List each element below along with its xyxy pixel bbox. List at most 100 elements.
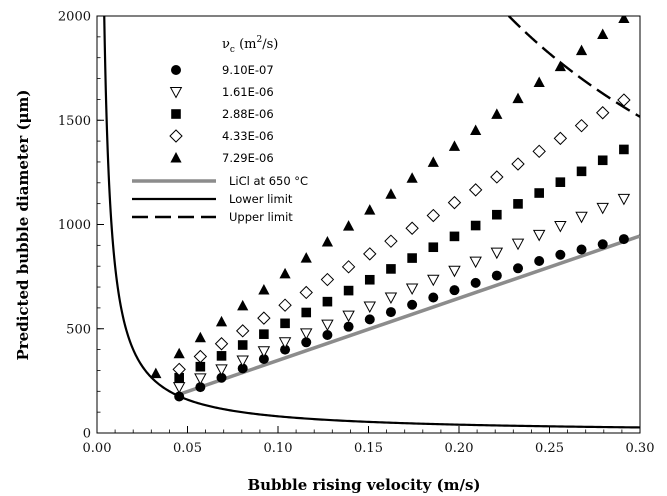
data-point-triangle-up [575,44,588,56]
data-point-diamond-open [384,234,398,248]
legend-marker-triangle-up [170,152,182,163]
data-point-triangle-up [491,108,503,119]
data-point-triangle-down-open [448,265,461,278]
upper-limit-curve [507,16,640,118]
data-point-circle [618,234,629,245]
data-point-square [343,285,354,296]
data-point-triangle-up [427,156,439,167]
data-point-diamond-open [490,170,504,184]
y-tick-label: 1000 [58,218,91,233]
data-point-triangle-up [279,267,291,279]
lower-limit-curve [103,16,640,429]
data-point-triangle-up [194,331,206,343]
data-point-triangle-up [554,60,566,72]
data-point-triangle-up [150,367,162,379]
data-point-circle [237,363,248,374]
data-point-diamond-open [193,349,208,364]
licl-line [181,234,640,396]
x-tick-label: 0.10 [264,441,293,456]
data-point-square [555,177,566,187]
y-tick-label: 2000 [58,10,91,25]
x-tick-label: 0.20 [445,441,474,456]
data-point-triangle-up [300,252,312,263]
x-tick-label: 0.00 [83,441,112,456]
legend-label: 4.33E-06 [222,129,274,143]
data-point-diamond-open [172,362,186,377]
legend-marker-square [171,109,181,119]
data-point-diamond-open [235,324,250,338]
data-point-square [174,372,184,383]
data-point-square [428,242,439,253]
data-point-diamond-open [532,144,546,159]
legend-label: 9.10E-07 [222,63,274,77]
data-point-square [576,166,587,177]
data-point-triangle-up [470,124,482,135]
legend-label: 1.61E-06 [222,85,274,99]
data-point-diamond-open [617,93,631,107]
data-point-triangle-up [237,299,249,311]
data-point-circle [364,314,375,325]
legend-title: νc (m2/s) [222,35,278,55]
data-point-diamond-open [553,131,568,146]
data-point-triangle-down-open [278,337,292,349]
data-point-square [597,155,608,166]
data-point-square [216,351,227,361]
x-tick-label: 0.25 [535,441,564,456]
data-point-triangle-up [385,188,397,199]
legend-label: 2.88E-06 [222,107,274,121]
legend-marker-diamond-open [169,129,183,143]
data-point-square [301,307,312,318]
y-axis-title: Predicted bubble diameter (μm) [14,89,32,360]
data-point-triangle-up [215,315,228,327]
data-point-triangle-down-open [554,220,567,233]
data-point-square [259,329,269,339]
data-point-square [237,340,248,350]
data-point-triangle-up [533,76,545,88]
data-point-triangle-down-open [405,283,419,296]
data-point-circle [555,249,566,260]
y-tick-label: 1500 [58,114,91,129]
data-point-triangle-down-open [532,229,546,242]
data-point-circle [428,292,439,303]
data-point-triangle-up [364,204,376,215]
data-point-diamond-open [278,298,292,312]
data-point-square [407,253,417,263]
data-point-square [449,231,460,242]
data-point-triangle-down-open [299,328,313,340]
data-point-circle [280,344,291,355]
data-point-triangle-down-open [427,274,440,287]
data-point-diamond-open [341,260,356,274]
data-point-circle [470,277,481,288]
data-point-square [322,296,333,307]
data-point-triangle-down-open [215,364,228,376]
data-point-triangle-up [342,220,355,231]
data-point-diamond-open [574,118,589,133]
legend-label: Upper limit [229,210,293,224]
data-point-triangle-up [173,347,185,359]
data-point-triangle-down-open [575,211,588,224]
data-point-circle [576,244,587,255]
data-point-circle [407,299,418,310]
data-point-diamond-open [511,157,525,171]
data-point-circle [195,382,206,393]
data-point-triangle-down-open [617,193,631,206]
data-point-triangle-up [618,16,630,24]
data-point-circle [449,285,460,296]
data-point-triangle-down-open [321,319,334,332]
data-point-triangle-up [321,236,334,247]
data-point-triangle-down-open [172,382,186,394]
data-point-square [386,264,396,274]
data-point-diamond-open [257,311,271,325]
x-tick-label: 0.05 [173,441,202,456]
data-point-diamond-open [468,183,483,197]
data-point-triangle-down-open [342,310,355,323]
data-point-triangle-down-open [194,373,207,385]
data-point-triangle-up [597,28,609,40]
data-point-circle [301,337,312,348]
legend-label: LiCl at 650 °C [229,174,308,188]
data-point-triangle-down-open [257,346,271,358]
legend-marker-triangle-down-open [169,87,183,99]
data-point-diamond-open [320,272,335,287]
data-point-circle [322,330,333,341]
